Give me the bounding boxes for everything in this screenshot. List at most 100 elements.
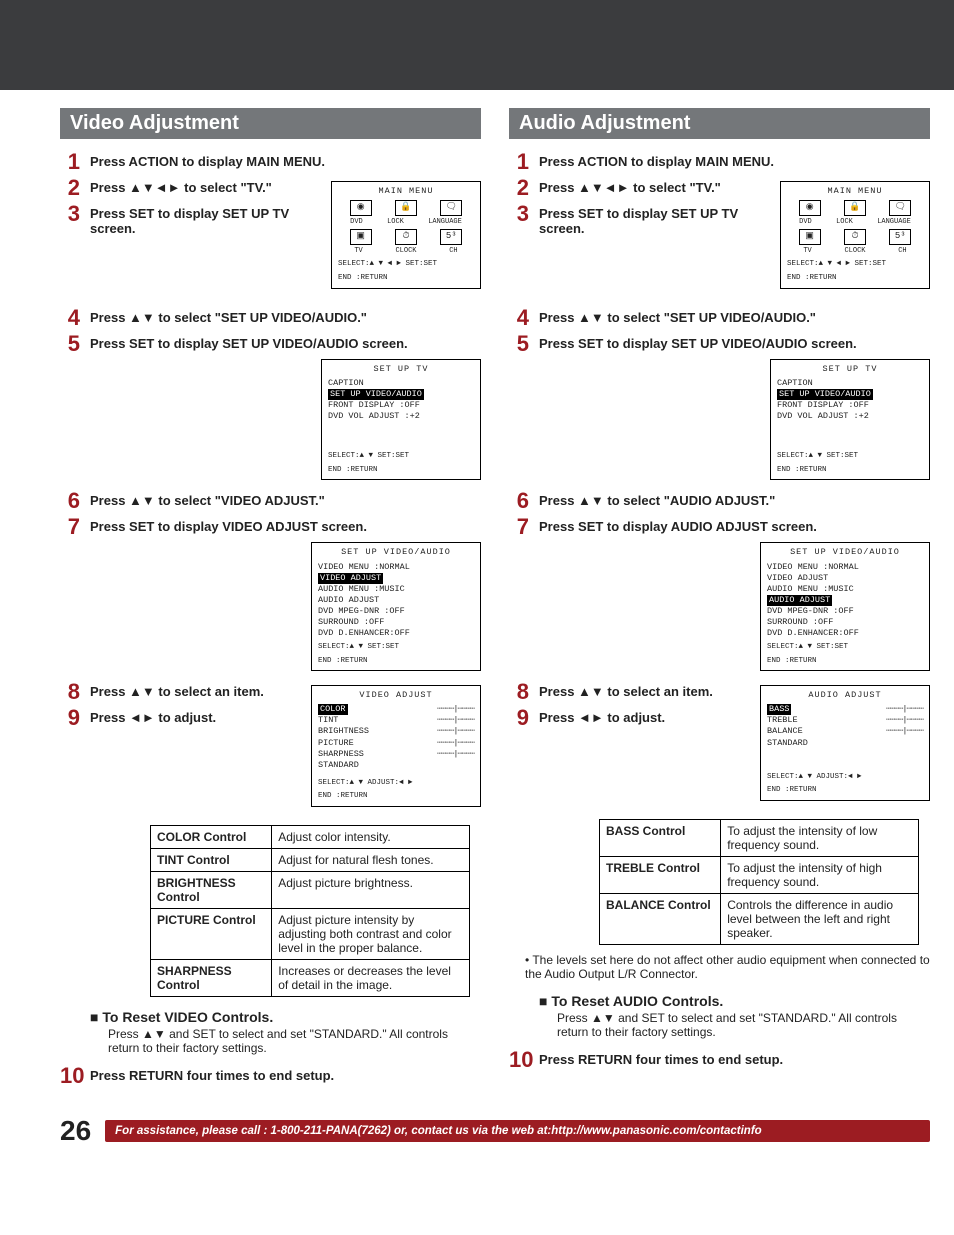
video-reset-text: Press ▲▼ and SET to select and set "STAN…: [108, 1027, 481, 1055]
menu-title: VIDEO ADJUST: [318, 690, 474, 701]
audio-adjust-box: AUDIO ADJUST BASS┄┄┄┄|┄┄┄┄TREBLE┄┄┄┄|┄┄┄…: [760, 685, 930, 801]
step-num: 4: [509, 307, 529, 329]
menu-lines: VIDEO MENU :NORMALVIDEO ADJUSTAUDIO MENU…: [767, 562, 923, 639]
control-name: BRIGHTNESS Control: [151, 872, 272, 909]
video-column: Video Adjustment 1 Press ACTION to displ…: [60, 108, 481, 1091]
control-desc: Controls the difference in audio level b…: [721, 894, 919, 945]
step-num: 7: [509, 516, 529, 538]
control-name: COLOR Control: [151, 826, 272, 849]
main-menu-box: MAIN MENU ◉🔒🗨 DVDLOCKLANGUAGE ▣⏱5³ TVCLO…: [780, 181, 930, 289]
audio-column: Audio Adjustment 1 Press ACTION to displ…: [509, 108, 930, 1091]
step-num: 3: [60, 203, 80, 225]
tv-icon: ▣: [350, 229, 372, 245]
clock-icon: ⏱: [395, 229, 417, 245]
control-desc: Increases or decreases the level of deta…: [272, 960, 470, 997]
audio-step6: Press ▲▼ to select "AUDIO ADJUST.": [539, 490, 930, 508]
audio-reset-text: Press ▲▼ and SET to select and set "STAN…: [557, 1011, 930, 1039]
audio-step8: Press ▲▼ to select an item.: [539, 681, 750, 699]
step-num: 9: [60, 707, 80, 729]
menu-lines: BASS┄┄┄┄|┄┄┄┄TREBLE┄┄┄┄|┄┄┄┄BALANCE┄┄┄┄|…: [767, 704, 923, 748]
step-num: 2: [509, 177, 529, 199]
menu-title: SET UP TV: [328, 364, 474, 375]
menu-lines: CAPTIONSET UP VIDEO/AUDIOFRONT DISPLAY :…: [777, 378, 923, 422]
dvd-icon: ◉: [799, 200, 821, 216]
audio-step5: Press SET to display SET UP VIDEO/AUDIO …: [539, 333, 930, 351]
footer: 26 For assistance, please call : 1-800-2…: [60, 1115, 930, 1147]
video-adjust-box: VIDEO ADJUST COLOR┄┄┄┄|┄┄┄┄TINT┄┄┄┄|┄┄┄┄…: [311, 685, 481, 807]
video-step10: Press RETURN four times to end setup.: [90, 1065, 481, 1083]
control-name: BASS Control: [600, 820, 721, 857]
setup-tv-box: SET UP TV CAPTIONSET UP VIDEO/AUDIOFRONT…: [321, 359, 481, 481]
setup-tv-box: SET UP TV CAPTIONSET UP VIDEO/AUDIOFRONT…: [770, 359, 930, 481]
step-num: 8: [509, 681, 529, 703]
control-desc: Adjust for natural flesh tones.: [272, 849, 470, 872]
video-step1: Press ACTION to display MAIN MENU.: [90, 151, 481, 169]
step-num: 10: [60, 1065, 80, 1087]
ch-icon: 5³: [440, 229, 462, 245]
menu-icons-row1: ◉ 🔒 🗨: [338, 200, 474, 216]
menu-lines: COLOR┄┄┄┄|┄┄┄┄TINT┄┄┄┄|┄┄┄┄BRIGHTNESS┄┄┄…: [318, 704, 474, 770]
page-number: 26: [60, 1115, 91, 1147]
menu-title: MAIN MENU: [787, 186, 923, 197]
menu-title: MAIN MENU: [338, 186, 474, 197]
audio-step2: Press ▲▼◄► to select "TV.": [539, 177, 770, 195]
control-name: PICTURE Control: [151, 909, 272, 960]
setup-va-box: SET UP VIDEO/AUDIO VIDEO MENU :NORMALVID…: [311, 542, 481, 671]
ch-icon: 5³: [889, 229, 911, 245]
assist-bar: For assistance, please call : 1-800-211-…: [105, 1120, 930, 1142]
step-num: 1: [60, 151, 80, 173]
control-name: SHARPNESS Control: [151, 960, 272, 997]
setup-va-box: SET UP VIDEO/AUDIO VIDEO MENU :NORMALVID…: [760, 542, 930, 671]
menu-lines: CAPTIONSET UP VIDEO/AUDIOFRONT DISPLAY :…: [328, 378, 474, 422]
control-name: TREBLE Control: [600, 857, 721, 894]
language-icon: 🗨: [889, 200, 911, 216]
step-num: 1: [509, 151, 529, 173]
step-num: 5: [60, 333, 80, 355]
audio-controls-table: BASS ControlTo adjust the intensity of l…: [599, 819, 919, 945]
video-step2: Press ▲▼◄► to select "TV.": [90, 177, 321, 195]
menu-title: AUDIO ADJUST: [767, 690, 923, 701]
control-desc: To adjust the intensity of high frequenc…: [721, 857, 919, 894]
control-desc: To adjust the intensity of low frequency…: [721, 820, 919, 857]
lock-icon: 🔒: [844, 200, 866, 216]
clock-icon: ⏱: [844, 229, 866, 245]
step-num: 10: [509, 1049, 529, 1071]
video-step7: Press SET to display VIDEO ADJUST screen…: [90, 516, 481, 534]
tv-icon: ▣: [799, 229, 821, 245]
control-desc: Adjust picture brightness.: [272, 872, 470, 909]
control-name: TINT Control: [151, 849, 272, 872]
control-desc: Adjust picture intensity by adjusting bo…: [272, 909, 470, 960]
step-num: 5: [509, 333, 529, 355]
step-num: 6: [509, 490, 529, 512]
dvd-icon: ◉: [350, 200, 372, 216]
menu-lines: VIDEO MENU :NORMALVIDEO ADJUSTAUDIO MENU…: [318, 562, 474, 639]
audio-step3: Press SET to display SET UP TV screen.: [539, 203, 770, 236]
video-step6: Press ▲▼ to select "VIDEO ADJUST.": [90, 490, 481, 508]
video-step8: Press ▲▼ to select an item.: [90, 681, 301, 699]
page: Video Adjustment 1 Press ACTION to displ…: [0, 108, 954, 1167]
menu-title: SET UP VIDEO/AUDIO: [767, 547, 923, 558]
menu-title: SET UP TV: [777, 364, 923, 375]
step-num: 4: [60, 307, 80, 329]
step-num: 2: [60, 177, 80, 199]
step-num: 6: [60, 490, 80, 512]
step-num: 8: [60, 681, 80, 703]
audio-step10: Press RETURN four times to end setup.: [539, 1049, 930, 1067]
main-menu-box: MAIN MENU ◉ 🔒 🗨 DVDLOCKLANGUAGE ▣ ⏱ 5³ T…: [331, 181, 481, 289]
control-desc: Adjust color intensity.: [272, 826, 470, 849]
step-num: 9: [509, 707, 529, 729]
audio-step9: Press ◄► to adjust.: [539, 707, 750, 725]
audio-step1: Press ACTION to display MAIN MENU.: [539, 151, 930, 169]
video-controls-table: COLOR ControlAdjust color intensity.TINT…: [150, 825, 470, 997]
video-step3: Press SET to display SET UP TV screen.: [90, 203, 321, 236]
video-step9: Press ◄► to adjust.: [90, 707, 301, 725]
audio-title: Audio Adjustment: [509, 108, 930, 139]
video-title: Video Adjustment: [60, 108, 481, 139]
menu-icons-row2: ▣ ⏱ 5³: [338, 229, 474, 245]
audio-step7: Press SET to display AUDIO ADJUST screen…: [539, 516, 930, 534]
video-step4: Press ▲▼ to select "SET UP VIDEO/AUDIO.": [90, 307, 481, 325]
control-name: BALANCE Control: [600, 894, 721, 945]
header-bar: [0, 0, 954, 90]
lock-icon: 🔒: [395, 200, 417, 216]
video-reset-title: To Reset VIDEO Controls.: [90, 1009, 481, 1025]
